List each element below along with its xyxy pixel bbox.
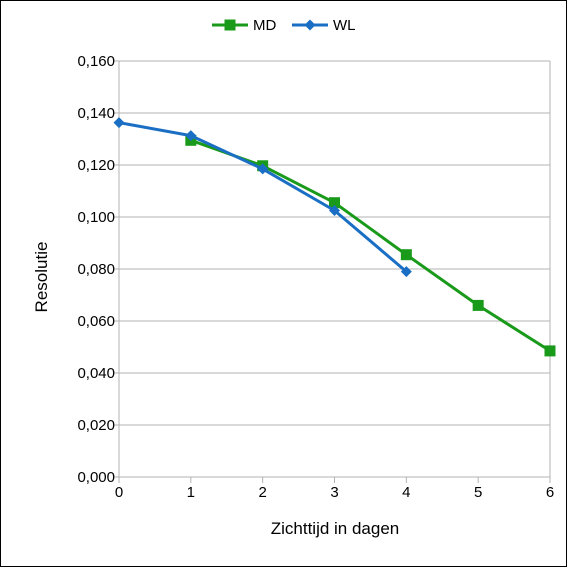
x-tick-label: 3	[330, 484, 338, 501]
data-point-wl	[257, 163, 269, 175]
series-line-wl	[118, 121, 408, 273]
x-axis-title: Zichttijd in dagen	[271, 519, 400, 538]
x-tick-labels: 0 1 2 3 4 5 6	[115, 484, 554, 501]
legend-item-md: MD	[212, 17, 276, 34]
data-point-wl	[329, 205, 340, 216]
data-point-md	[544, 345, 556, 357]
x-tick-label: 2	[258, 484, 266, 501]
y-tick-labels: 0,000 0,020 0,040 0,060 0,080 0,100 0,120 0,140…	[77, 53, 115, 486]
x-tick-label: 5	[474, 484, 482, 501]
x-tick-label: 1	[187, 484, 195, 501]
y-tick-label: 0,000	[77, 469, 115, 486]
axes	[113, 60, 551, 483]
legend: MD WL	[212, 17, 356, 34]
legend-swatch-marker	[304, 19, 316, 31]
legend-item-wl: WL	[292, 17, 356, 34]
y-tick-label: 0,020	[77, 417, 115, 434]
y-tick-label: 0,040	[77, 365, 115, 382]
y-axis-title: Resolutie	[32, 242, 51, 313]
legend-label: MD	[253, 17, 276, 34]
data-point-wl	[185, 130, 197, 142]
legend-label: WL	[333, 17, 356, 34]
data-point-md	[329, 197, 340, 209]
data-point-md	[400, 249, 412, 261]
x-tick-label: 4	[402, 484, 410, 501]
x-tick-label: 6	[546, 484, 554, 501]
y-tick-label: 0,120	[77, 157, 115, 174]
y-tick-label: 0,160	[77, 53, 115, 70]
data-point-md	[472, 299, 484, 311]
y-tick-label: 0,080	[77, 261, 115, 278]
x-tick-label: 0	[115, 484, 123, 501]
gridlines	[119, 60, 550, 426]
y-tick-label: 0,140	[77, 105, 115, 122]
y-tick-label: 0,100	[77, 209, 115, 226]
y-tick-label: 0,060	[77, 313, 115, 330]
series-wl	[113, 117, 412, 278]
legend-swatch-marker	[224, 19, 236, 31]
data-point-wl	[400, 266, 412, 278]
series-line-md	[190, 138, 551, 353]
series-group	[113, 117, 556, 357]
data-point-wl	[113, 117, 125, 129]
series-md	[185, 134, 556, 357]
